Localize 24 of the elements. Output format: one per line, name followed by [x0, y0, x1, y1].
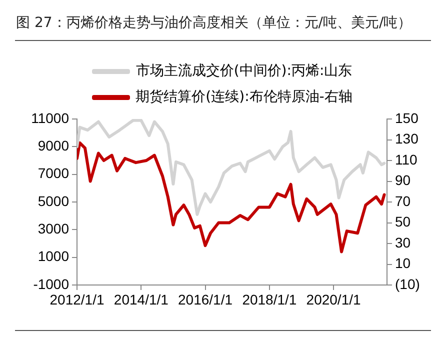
y2-tick-label: 150 [395, 110, 419, 126]
x-tick-label: 2016/1/1 [178, 291, 233, 308]
y-tick-label: 9000 [38, 138, 70, 154]
y2-tick-label: 10 [395, 255, 411, 272]
x-tick-label: 2020/1/1 [306, 291, 361, 308]
y-tick-label: 5000 [38, 192, 70, 209]
y2-tick-label: 110 [395, 151, 418, 168]
chart-title: 图 27：丙烯价格走势与油价高度相关（单位：元/吨、美元/吨） [16, 14, 412, 32]
y2-tick-label: 130 [395, 130, 419, 147]
y2-tick-label: 70 [395, 192, 411, 209]
x-tick-label: 2012/1/1 [50, 291, 104, 308]
y-tick-label: 3000 [38, 220, 70, 237]
y2-tick-label: 30 [395, 234, 411, 250]
x-tick-label: 2018/1/1 [242, 291, 297, 308]
y2-tick-label: (10) [395, 276, 420, 292]
legend-label: 期货结算价(连续):布伦特原油-右轴 [136, 88, 352, 106]
y-tick-label: -1000 [33, 276, 70, 292]
y-tick-label: 1000 [38, 248, 70, 264]
x-tick-label: 2014/1/1 [114, 291, 169, 308]
legend-label: 市场主流成交价(中间价):丙烯:山东 [136, 62, 352, 80]
y-tick-label: 7000 [38, 165, 70, 182]
y2-tick-label: 50 [395, 214, 411, 230]
y2-tick-label: 90 [395, 172, 411, 188]
y-tick-label: 11000 [31, 110, 70, 126]
